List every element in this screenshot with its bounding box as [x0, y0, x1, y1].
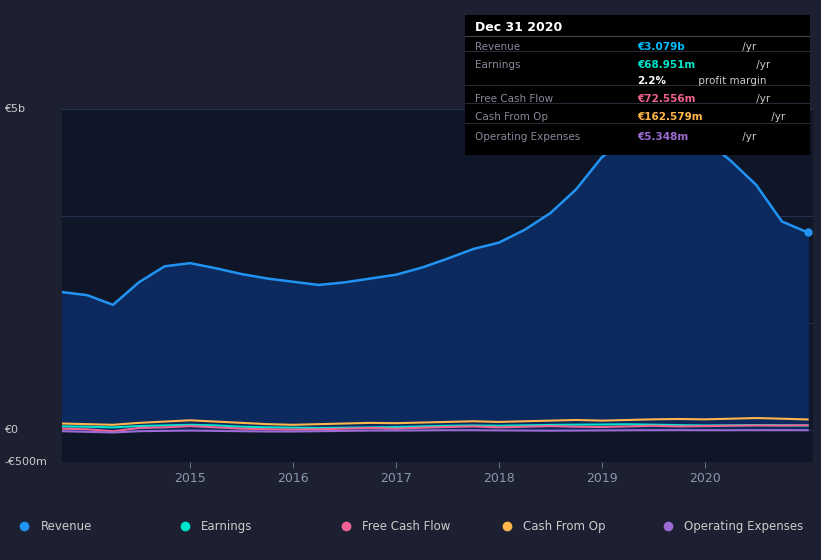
Text: €5b: €5b	[4, 104, 25, 114]
Text: €162.579m: €162.579m	[637, 112, 703, 122]
Text: /yr: /yr	[754, 94, 771, 104]
Text: /yr: /yr	[739, 42, 756, 52]
Text: €72.556m: €72.556m	[637, 94, 696, 104]
Text: Earnings: Earnings	[201, 520, 253, 533]
Text: Operating Expenses: Operating Expenses	[684, 520, 803, 533]
Text: Earnings: Earnings	[475, 60, 521, 71]
Text: Revenue: Revenue	[475, 42, 521, 52]
Text: /yr: /yr	[754, 60, 771, 71]
Text: €5.348m: €5.348m	[637, 132, 689, 142]
Text: Cash From Op: Cash From Op	[523, 520, 606, 533]
Text: Free Cash Flow: Free Cash Flow	[475, 94, 553, 104]
Text: €68.951m: €68.951m	[637, 60, 695, 71]
Text: Free Cash Flow: Free Cash Flow	[362, 520, 451, 533]
Text: profit margin: profit margin	[695, 76, 767, 86]
Text: €0: €0	[4, 425, 18, 435]
Text: Dec 31 2020: Dec 31 2020	[475, 21, 562, 34]
Text: Cash From Op: Cash From Op	[475, 112, 548, 122]
Text: /yr: /yr	[768, 112, 785, 122]
Text: €3.079b: €3.079b	[637, 42, 686, 52]
Text: /yr: /yr	[739, 132, 756, 142]
Text: Revenue: Revenue	[40, 520, 92, 533]
Text: Operating Expenses: Operating Expenses	[475, 132, 580, 142]
Text: 2.2%: 2.2%	[637, 76, 667, 86]
Text: -€500m: -€500m	[4, 457, 47, 467]
